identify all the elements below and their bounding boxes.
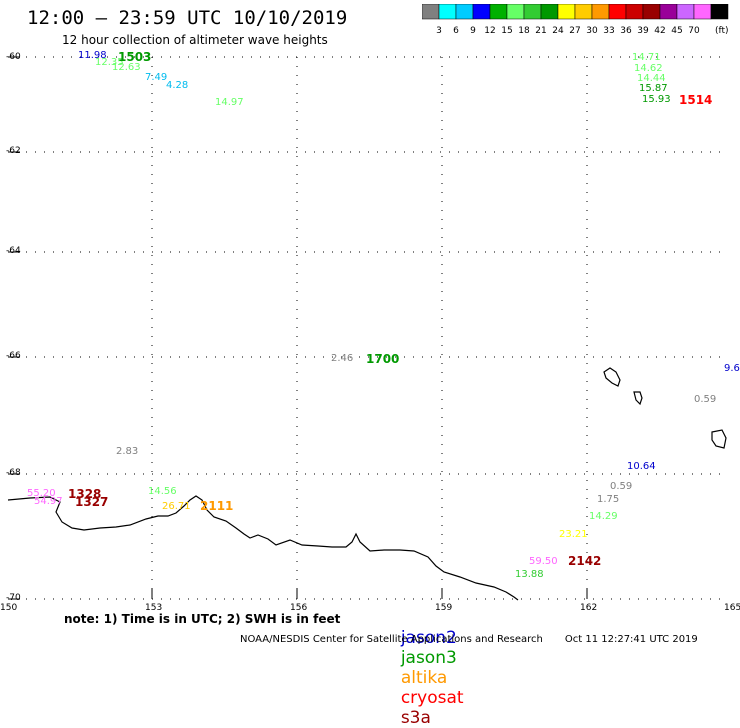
- legend-tick-label: 42: [654, 26, 665, 36]
- wave-height-value: 14.44: [637, 73, 666, 84]
- legend-tick-label: 36: [620, 26, 632, 36]
- wave-height-value: 13.88: [515, 569, 544, 580]
- map-subtitle: 12 hour collection of altimeter wave hei…: [62, 33, 328, 47]
- satellite-altika: altika: [400, 668, 448, 688]
- wave-height-value: 1.75: [597, 494, 620, 505]
- generated-timestamp: Oct 11 12:27:41 UTC 2019: [564, 634, 698, 645]
- latitude-label: -62: [6, 146, 21, 156]
- wave-height-value: 15.87: [639, 83, 668, 94]
- satellite-cryosat: cryosat: [400, 688, 464, 708]
- pass-time-label: 1514: [679, 93, 713, 107]
- latitude-label: -66: [6, 351, 21, 361]
- legend-unit: (ft): [715, 26, 729, 36]
- wave-height-value: 14.71: [632, 52, 661, 63]
- wave-height-value: 11.98: [78, 50, 107, 61]
- graticule-lines: [8, 56, 728, 600]
- balleny-island-middle: [633, 391, 643, 406]
- latitude-label: -60: [6, 52, 21, 62]
- color-scale-legend: 3 6 9 12 15 18 21 24 27 30 33 36 39 42 45 70 (ft): [422, 4, 729, 36]
- legend-tick-label: 18: [518, 26, 530, 36]
- graticule-ticks: [8, 56, 588, 600]
- footnote: note: 1) Time is in UTC; 2) SWH is in fe…: [64, 612, 341, 626]
- wave-height-value: 0.59: [610, 481, 633, 492]
- legend-tick-label: 27: [569, 26, 580, 36]
- credit-line: NOAA/NESDIS Center for Satellite Applica…: [240, 634, 698, 645]
- longitude-label: 165: [724, 603, 740, 613]
- wave-height-value: 12.63: [112, 62, 141, 73]
- wave-height-value: 12.35: [95, 57, 124, 68]
- satellite-jason3: jason3: [400, 648, 457, 668]
- legend-tick-label: 45: [671, 26, 682, 36]
- legend-tick-label: 9: [470, 26, 476, 36]
- wave-height-value: 2.46: [331, 353, 354, 364]
- wave-height-value: 15.93: [642, 94, 671, 105]
- balleny-island-south: [711, 429, 727, 449]
- pass-time-label: 2111: [200, 499, 234, 513]
- pass-time-label: 1328: [68, 487, 102, 501]
- wave-height-value: 14.62: [634, 63, 663, 74]
- satellite-jason2: jason2: [400, 628, 457, 648]
- map-title: 12:00 – 23:59 UTC 10/10/2019: [27, 7, 348, 29]
- antarctic-coastline: [7, 495, 519, 601]
- latitude-label: -68: [6, 468, 21, 478]
- longitude-label: 162: [580, 603, 598, 613]
- wave-height-value: 14.56: [148, 486, 177, 497]
- legend-tick-label: 33: [603, 26, 614, 36]
- satellite-s3a: s3a: [400, 708, 431, 728]
- legend-tick-label: 12: [484, 26, 495, 36]
- legend-tick-label: 24: [552, 26, 564, 36]
- wave-height-value: 54.97: [34, 496, 63, 507]
- pass-time-label: 1503: [118, 50, 152, 64]
- wave-height-value: 14.97: [215, 97, 244, 108]
- wave-height-value: 55.20: [27, 488, 56, 499]
- wave-height-value: 4.28: [166, 80, 189, 91]
- longitude-label: 153: [145, 603, 163, 613]
- legend-tick-label: 30: [586, 26, 598, 36]
- pass-time-label: 1327: [75, 495, 109, 509]
- wave-height-value: 10.64: [627, 461, 656, 472]
- latitude-label: -70: [6, 593, 21, 603]
- balleny-island-north: [603, 367, 621, 387]
- wave-height-map: [7, 56, 728, 601]
- pass-time-label: 2142: [568, 554, 602, 568]
- legend-tick-label: 15: [501, 26, 512, 36]
- satellite-key: jason2 jason3 altika cryosat s3a: [390, 608, 473, 728]
- wave-height-value: 23.21: [559, 529, 588, 540]
- wave-height-value: 2.83: [116, 446, 139, 457]
- legend-tick-label: 39: [637, 26, 649, 36]
- legend-tick-label: 21: [535, 26, 546, 36]
- legend-tick-label: 3: [436, 26, 442, 36]
- pass-time-label: 1700: [366, 352, 400, 366]
- legend-tick-label: 70: [688, 26, 700, 36]
- wave-height-value: 59.50: [529, 556, 558, 567]
- wave-height-value: 7.49: [145, 72, 168, 83]
- longitude-label: 150: [0, 603, 18, 613]
- legend-tick-label: 6: [453, 26, 459, 36]
- wave-height-value: 14.29: [589, 511, 618, 522]
- wave-height-value: 9.6: [724, 363, 740, 374]
- wave-height-value: 0.59: [694, 394, 717, 405]
- legend-swatch: [710, 4, 729, 20]
- wave-height-value: 26.71: [162, 501, 191, 512]
- longitude-label: 156: [290, 603, 308, 613]
- longitude-label: 159: [435, 603, 453, 613]
- credit-text: NOAA/NESDIS Center for Satellite Applica…: [240, 634, 543, 645]
- latitude-label: -64: [6, 246, 21, 256]
